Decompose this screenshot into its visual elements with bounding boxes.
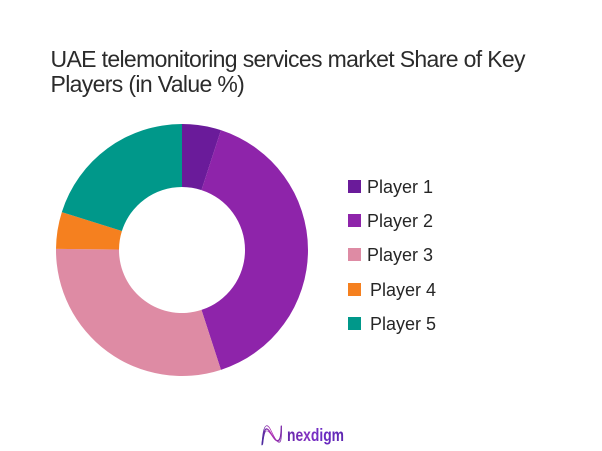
svg-text:nexdigm: nexdigm — [287, 425, 344, 445]
